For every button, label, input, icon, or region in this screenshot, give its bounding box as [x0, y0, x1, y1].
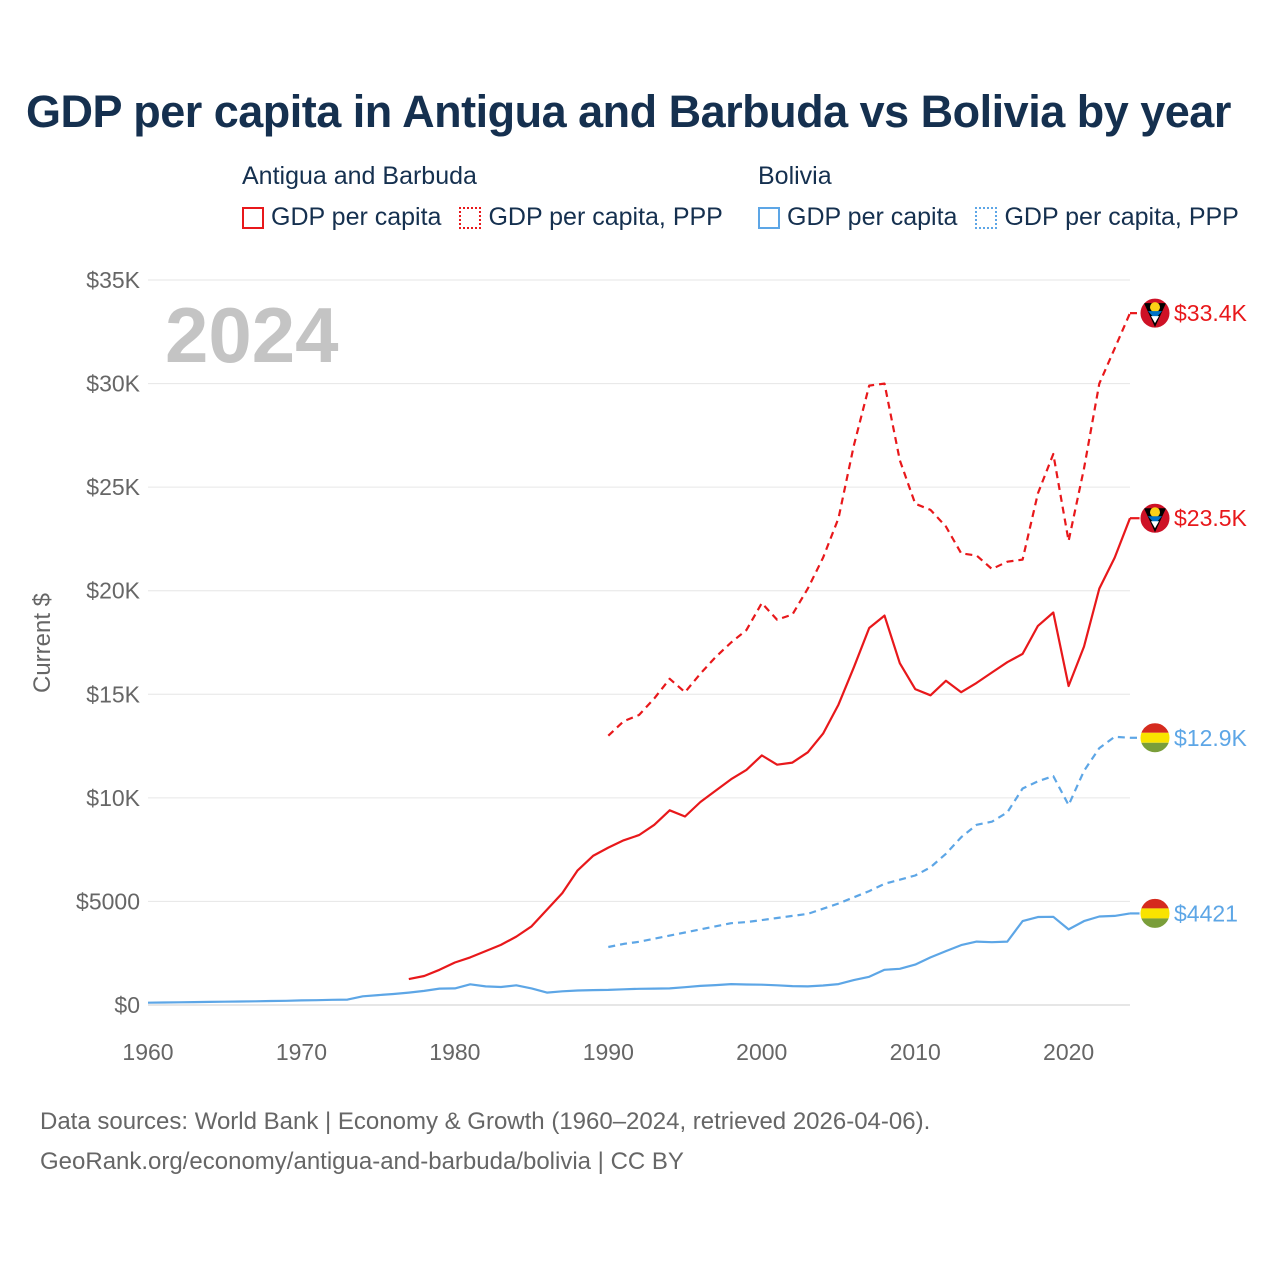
end-value-label: $12.9K: [1174, 725, 1248, 751]
y-axis: $0 $5000 $10K $15K $20K $25K $30K $35K: [76, 267, 141, 1018]
legend-swatch-solid: [758, 206, 780, 229]
y-tick-label: $5000: [76, 888, 140, 914]
legend-item-antigua-gdp[interactable]: GDP per capita: [242, 203, 441, 232]
source-url[interactable]: GeoRank.org/economy/antigua-and-barbuda/…: [40, 1148, 684, 1175]
legend-group-bolivia: Bolivia GDP per capita GDP per capita, P…: [758, 162, 1239, 232]
series-line-antigua-gdp: [408, 517, 1132, 981]
series-line-antigua-ppp: [607, 312, 1132, 737]
legend-item-bolivia-gdp[interactable]: GDP per capita: [758, 203, 957, 232]
x-tick-label: 1990: [583, 1039, 634, 1065]
bolivia-flag-icon: [1139, 722, 1171, 754]
gridlines: [148, 279, 1130, 1006]
y-tick-label: $30K: [86, 371, 140, 397]
y-tick-label: $35K: [86, 267, 140, 293]
bolivia-flag-icon: [1139, 897, 1171, 929]
legend-label: GDP per capita, PPP: [1004, 203, 1239, 231]
series-lines: [147, 312, 1140, 1004]
x-tick-label: 2000: [736, 1039, 787, 1065]
x-tick-label: 1980: [429, 1039, 480, 1065]
year-label: 2024: [165, 291, 339, 379]
antigua-flag-icon: [1139, 297, 1171, 329]
end-value-label: $33.4K: [1174, 300, 1248, 326]
x-tick-label: 1960: [122, 1039, 173, 1065]
y-tick-label: $15K: [86, 681, 140, 707]
legend-label: GDP per capita: [271, 203, 442, 231]
legend-swatch-solid: [242, 206, 264, 229]
chart-title: GDP per capita in Antigua and Barbuda vs…: [26, 86, 1231, 137]
source-line: Data sources: World Bank | Economy & Gro…: [40, 1108, 931, 1135]
y-tick-label: $25K: [86, 474, 140, 500]
legend-swatch-dotted: [975, 206, 998, 229]
series-line-bolivia-gdp: [147, 912, 1131, 1004]
legend-group-antigua: Antigua and Barbuda GDP per capita GDP p…: [242, 162, 723, 232]
y-tick-label: $10K: [86, 785, 140, 811]
x-tick-label: 2010: [890, 1039, 941, 1065]
end-value-label: $4421: [1174, 900, 1238, 926]
antigua-flag-icon: [1139, 502, 1171, 534]
legend-item-bolivia-ppp[interactable]: GDP per capita, PPP: [975, 203, 1239, 232]
end-value-label: $23.5K: [1174, 505, 1248, 531]
x-axis: 1960 1970 1980 1990 2000 2010 2020: [122, 1039, 1094, 1065]
end-markers: $23.5K $33.4K $4421 $12.9K: [1139, 297, 1248, 929]
y-tick-label: $0: [114, 992, 140, 1018]
legend-label: GDP per capita, PPP: [488, 203, 723, 231]
series-line-bolivia-ppp: [608, 735, 1131, 949]
legend-item-antigua-ppp[interactable]: GDP per capita, PPP: [459, 203, 723, 232]
x-tick-label: 2020: [1043, 1039, 1094, 1065]
legend-group-title: Antigua and Barbuda: [242, 162, 477, 190]
x-tick-label: 1970: [276, 1039, 327, 1065]
y-tick-label: $20K: [86, 578, 140, 604]
legend-group-title: Bolivia: [758, 162, 832, 190]
legend-label: GDP per capita: [787, 203, 958, 231]
y-axis-label: Current $: [29, 593, 56, 693]
legend-swatch-dotted: [459, 206, 482, 229]
